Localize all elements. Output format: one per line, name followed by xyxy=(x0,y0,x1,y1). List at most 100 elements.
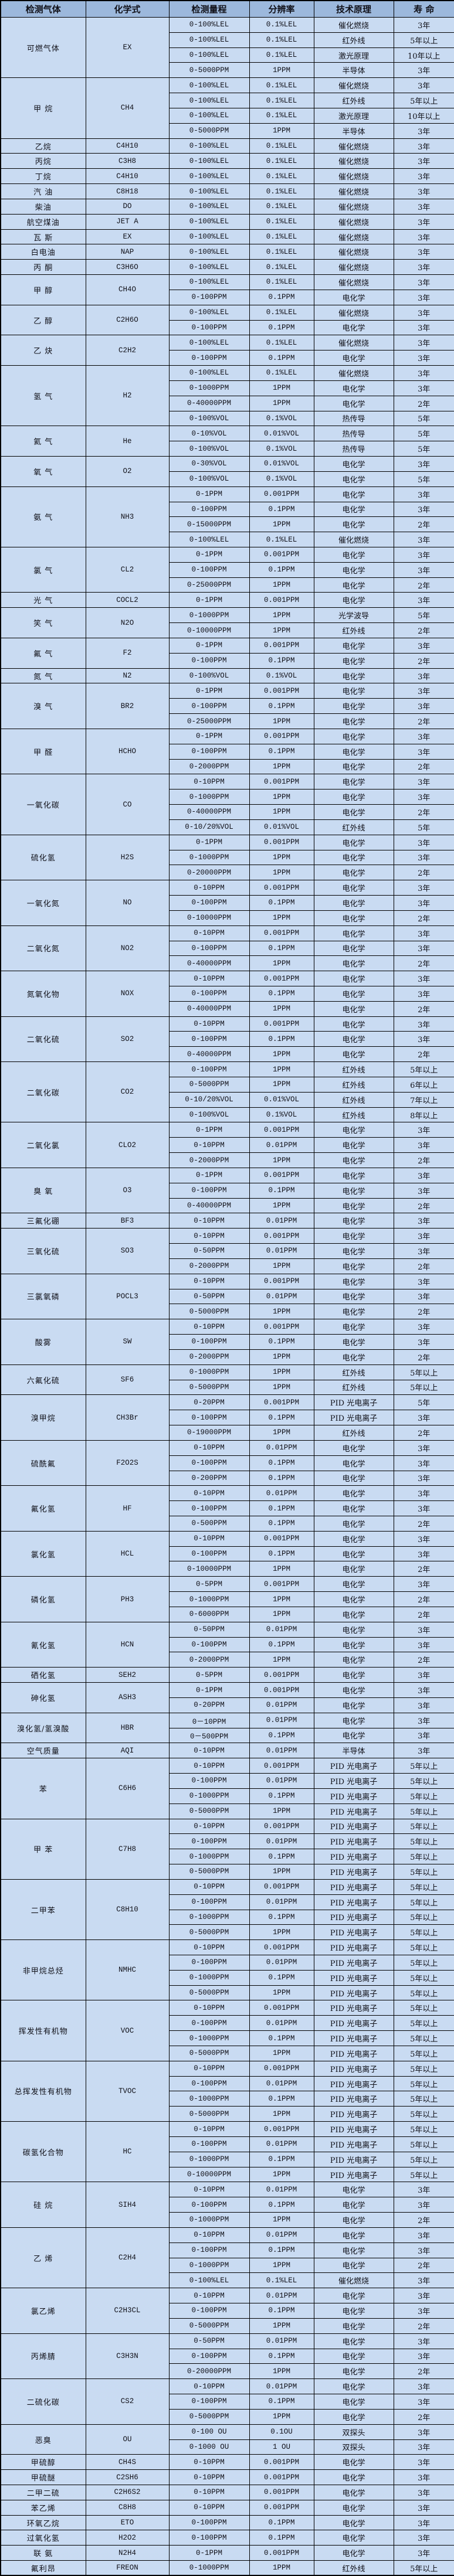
gas-name-cell: 苯 xyxy=(0,1758,86,1819)
lifespan-cell: 2年 xyxy=(393,1561,454,1577)
principle-cell: 电化学 xyxy=(313,1031,394,1047)
principle-cell: 双探头 xyxy=(313,2424,394,2440)
header-resolution: 分辨率 xyxy=(249,0,314,18)
formula-cell: He xyxy=(85,426,170,457)
lifespan-cell: 3年 xyxy=(393,1167,454,1183)
resolution-cell: 0.001PPM xyxy=(249,834,314,850)
principle-cell: 电化学 xyxy=(313,2318,394,2334)
principle-cell: PID 光电离子 xyxy=(313,2136,394,2152)
range-cell: 0-100PPM xyxy=(168,1334,250,1350)
table-row: 0-100PPM 0.1PPM 电化学 3年 xyxy=(1,289,454,305)
table-row: 硅 烷 SIH4 0-10PPM 0.01PPM 电化学 3年 xyxy=(0,2182,454,2228)
range-cell: 0-2000PPM xyxy=(168,1152,250,1168)
principle-cell: 电化学 xyxy=(313,501,394,518)
formula-cell: VOC xyxy=(85,2000,170,2061)
resolution-cell: 0.01PPM xyxy=(249,1485,314,1502)
resolution-cell: 0.1%VOL xyxy=(249,410,314,427)
range-cell: 0-40000PPM xyxy=(168,955,250,972)
resolution-cell: 1PPM xyxy=(249,1258,314,1274)
lifespan-cell: 3年 xyxy=(393,198,454,215)
range-cell: 0-1000PPM xyxy=(168,1909,250,1925)
principle-cell: 电化学 xyxy=(313,713,394,729)
table-row: 硫化氢 H2S 0-1PPM 0.001PPM 电化学 3年 xyxy=(0,834,454,881)
principle-cell: PID 光电离子 xyxy=(313,2030,394,2046)
resolution-cell: 0.1%VOL xyxy=(249,1107,314,1123)
table-row: 0-100PPM 0.01PPM PID 光电离子 5年以上 xyxy=(1,2075,454,2092)
gas-name-cell: 臭 氧 xyxy=(0,1167,86,1214)
principle-cell: 电化学 xyxy=(313,1304,394,1320)
principle-cell: 电化学 xyxy=(313,895,394,911)
range-cell: 0-100%LEL xyxy=(168,244,250,260)
lifespan-cell: 2年 xyxy=(393,910,454,926)
range-cell: 0-10PPM xyxy=(168,1016,250,1032)
formula-cell: O3 xyxy=(85,1167,170,1214)
lifespan-cell: 2年 xyxy=(393,1258,454,1274)
range-cell: 0-100PPM xyxy=(168,2348,250,2364)
lifespan-cell: 2年 xyxy=(393,395,454,411)
range-cell: 0-5000PPM xyxy=(168,1803,250,1819)
resolution-cell: 0.1PPM xyxy=(249,2394,314,2410)
formula-cell: F2 xyxy=(85,637,170,669)
lifespan-cell: 10年以上 xyxy=(393,47,454,63)
resolution-cell: 0.01%VOL xyxy=(249,1091,314,1108)
lifespan-cell: 3年 xyxy=(393,1576,454,1592)
lifespan-cell: 3年 xyxy=(393,2545,454,2561)
table-row: 丙烯腈 C3H3N 0-50PPM 0.01PPM 电化学 3年 xyxy=(0,2333,454,2380)
resolution-cell: 0.01PPM xyxy=(249,1440,314,1456)
formula-cell: O2 xyxy=(85,456,170,487)
resolution-cell: 0.1PPM xyxy=(249,1546,314,1562)
formula-cell: C8H10 xyxy=(85,1879,170,1941)
resolution-cell: 0.01PPM xyxy=(249,1833,314,1850)
table-row: 0-2000PPM 1PPM 电化学 2年 xyxy=(1,1349,454,1365)
resolution-cell: 1PPM xyxy=(249,2560,314,2576)
table-row: 甲 苯 C7H8 0-10PPM 0.001PPM PID 光电离子 5年以上 xyxy=(0,1818,454,1880)
resolution-cell: 0.001PPM xyxy=(249,1576,314,1592)
range-cell: 0-1000PPM xyxy=(168,1364,250,1380)
principle-cell: 电化学 xyxy=(313,2408,394,2425)
principle-cell: 电化学 xyxy=(313,986,394,1002)
table-row: 氰化氢 HCN 0-50PPM 0.01PPM 电化学 3年 xyxy=(0,1621,454,1668)
formula-cell: C2H3CL xyxy=(85,2288,170,2334)
principle-cell: 电化学 xyxy=(313,743,394,760)
principle-cell: 电化学 xyxy=(313,1667,394,1683)
lifespan-cell: 5年以上 xyxy=(393,1849,454,1865)
table-row: 汽 油 C8H18 0-100%LEL 0.1%LEL 催化燃烧 3年 xyxy=(0,183,454,199)
principle-cell: 双探头 xyxy=(313,2439,394,2455)
principle-cell: 电化学 xyxy=(313,652,394,669)
range-cell: 0-10PPM xyxy=(168,1485,250,1502)
table-row: 溴化氢/氢溴酸 HBR 0－10PPM 0.01PPM 电化学 3年 xyxy=(0,1712,454,1744)
table-row: 0-500PPM 0.1PPM 电化学 2年 xyxy=(1,1515,454,1532)
range-cell: 0-100%LEL xyxy=(168,138,250,154)
range-cell: 0-10PPM xyxy=(168,1818,250,1835)
resolution-cell: 0.1%LEL xyxy=(249,2272,314,2289)
formula-cell: HCHO xyxy=(85,728,170,775)
gas-name-cell: 氦 气 xyxy=(0,426,86,457)
table-row: 0-5000PPM 1PPM 电化学 2年 xyxy=(1,1304,454,1320)
formula-cell: NOX xyxy=(85,971,170,1017)
range-cell: 0-100PPM xyxy=(168,2394,250,2410)
lifespan-cell: 3年 xyxy=(393,168,454,185)
principle-cell: 电化学 xyxy=(313,1152,394,1168)
resolution-cell: 0.1PPM xyxy=(249,2242,314,2258)
resolution-cell: 1PPM xyxy=(249,2212,314,2228)
principle-cell: 激光原理 xyxy=(313,47,394,63)
table-row: 0-100PPM 0.1PPM 电化学 3年 xyxy=(1,986,454,1002)
range-cell: 0-100PPM xyxy=(168,743,250,760)
resolution-cell: 0.001PPM xyxy=(249,2121,314,2137)
lifespan-cell: 3年 xyxy=(393,2197,454,2213)
principle-cell: 红外线 xyxy=(313,1364,394,1380)
resolution-cell: 0.001PPM xyxy=(249,1682,314,1698)
lifespan-cell: 5年以上 xyxy=(393,2015,454,2031)
principle-cell: 电化学 xyxy=(313,1258,394,1274)
gas-name-cell: 氯 气 xyxy=(0,546,86,593)
principle-cell: PID 光电离子 xyxy=(313,1955,394,1971)
range-cell: 0-100PPM xyxy=(168,2015,250,2031)
principle-cell: 电化学 xyxy=(313,1500,394,1516)
principle-cell: 电化学 xyxy=(313,2333,394,2349)
formula-cell: ETO xyxy=(85,2514,170,2531)
range-cell: 0-1PPM xyxy=(168,637,250,654)
range-cell: 0-10PPM xyxy=(168,925,250,941)
gas-name-cell: 甲 苯 xyxy=(0,1818,86,1880)
lifespan-cell: 3年 xyxy=(393,2439,454,2455)
gas-name-cell: 氟利昂 xyxy=(0,2560,86,2576)
